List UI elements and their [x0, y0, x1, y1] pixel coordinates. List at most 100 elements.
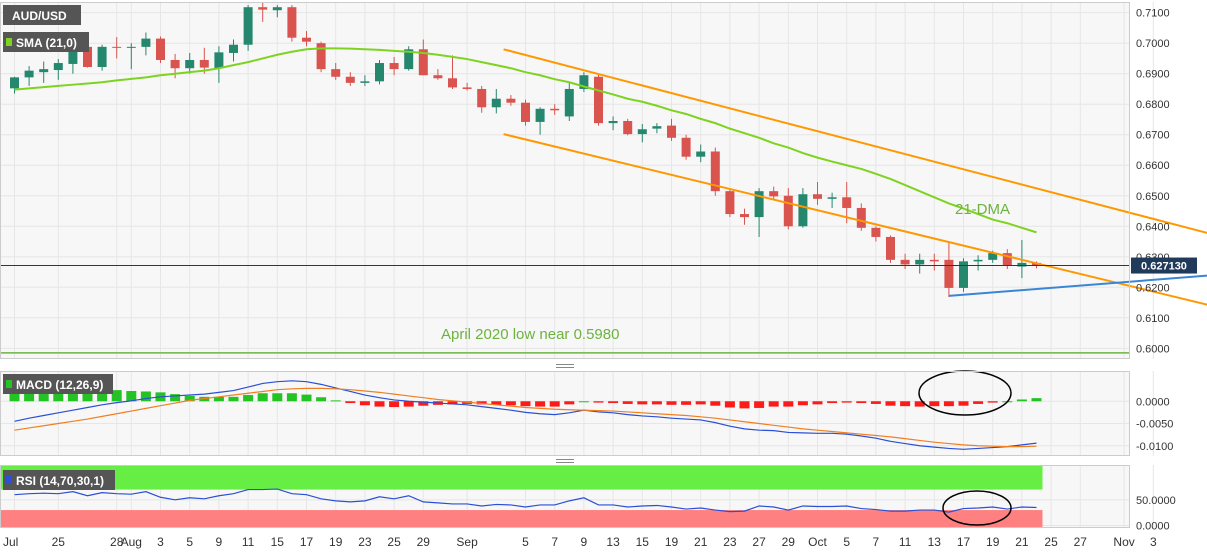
macd-hist-bar	[870, 401, 881, 404]
x-tick-label: 17	[300, 535, 314, 549]
candle-body	[783, 195, 793, 227]
candle-body	[579, 75, 589, 89]
candle	[97, 44, 107, 71]
candle	[112, 37, 122, 59]
macd-hist-bar	[301, 394, 312, 402]
x-tick-label: 9	[581, 535, 588, 549]
macd-hist-bar	[973, 401, 984, 404]
candle-body	[24, 70, 34, 78]
rsi-resize-handle[interactable]	[556, 459, 574, 463]
x-tick-label: 11	[899, 535, 912, 549]
candle	[243, 5, 253, 51]
x-tick-label: 19	[329, 535, 343, 549]
y-tick-label: 0.6000	[1136, 343, 1170, 355]
macd-hist-bar	[243, 395, 254, 402]
x-tick-label: 28	[110, 535, 124, 549]
x-tick-label: 9	[216, 535, 223, 549]
x-tick-label: 13	[606, 535, 620, 549]
candle-body	[959, 261, 968, 288]
macd-hist-bar	[359, 401, 370, 406]
candle	[477, 85, 487, 113]
candle	[710, 147, 720, 196]
candle-body	[623, 121, 633, 135]
candle-body	[988, 253, 998, 260]
macd-hist-bar	[520, 401, 531, 407]
macd-hist-bar	[958, 401, 969, 406]
x-tick-label: 15	[636, 535, 650, 549]
macd-panel-border	[0, 371, 1130, 456]
macd-hist-bar	[929, 401, 940, 407]
y-tick-label: 0.6700	[1136, 130, 1170, 142]
macd-hist-bar	[345, 401, 356, 404]
svg-text:RSI (14,70,30,1): RSI (14,70,30,1)	[16, 474, 104, 488]
candle	[375, 59, 384, 85]
y-tick-label: 0.0000	[1136, 520, 1170, 532]
candle-body	[769, 191, 779, 197]
macd-hist-bar	[666, 401, 677, 405]
macd-hist-bar	[885, 401, 896, 406]
candle	[345, 72, 355, 86]
candle-body	[112, 46, 122, 48]
rsi-y-axis: 50.0000 0.0000	[1136, 495, 1176, 533]
x-tick-label: 27	[752, 535, 766, 549]
macd-hist-bar	[286, 393, 297, 402]
candle	[258, 2, 268, 22]
candle-body	[258, 7, 268, 10]
macd-hist-bar	[374, 401, 385, 407]
candle	[462, 82, 472, 91]
candle-body	[608, 121, 618, 124]
april-low-annotation: April 2020 low near 0.5980	[441, 326, 619, 343]
macd-hist-bar	[622, 401, 633, 404]
macd-resize-handle[interactable]	[556, 364, 574, 368]
candle-body	[345, 76, 355, 83]
macd-hist-bar	[564, 401, 575, 405]
macd-hist-bar	[724, 401, 735, 408]
rsi-line	[14, 488, 1037, 513]
candle	[667, 118, 676, 141]
macd-hist-bar	[67, 390, 78, 402]
candle-body	[462, 87, 472, 89]
macd-hist-bar	[695, 401, 706, 405]
candle-body	[1002, 253, 1012, 266]
macd-hist-bar	[403, 401, 414, 407]
macd-hist-bar	[272, 393, 283, 402]
candle	[681, 134, 691, 160]
macd-hist-bar	[447, 401, 458, 405]
candle-body	[331, 69, 341, 77]
candle-body	[316, 43, 326, 70]
candle	[535, 107, 545, 135]
candle-body	[696, 151, 706, 157]
x-tick-label: 21	[1015, 535, 1029, 549]
price-y-axis: 0.7100 0.7000 0.6900 0.6800 0.6700 0.6600 0.65…	[1136, 8, 1170, 356]
macd-hist-bar	[608, 401, 619, 404]
y-tick-label: -0.0100	[1136, 441, 1173, 453]
macd-label: MACD (12,26,9)	[3, 374, 113, 394]
candle-body	[754, 191, 764, 218]
macd-hist-bar	[82, 389, 93, 402]
macd-hist-bar	[38, 391, 49, 402]
candle-body	[521, 102, 530, 122]
candle-body	[53, 63, 63, 71]
candle-body	[418, 49, 428, 76]
macd-hist-bar	[681, 401, 692, 405]
candle	[10, 76, 19, 94]
candle-body	[886, 236, 895, 260]
macd-hist-bar	[797, 401, 808, 406]
y-tick-label: 50.0000	[1136, 495, 1176, 507]
x-tick-label: 27	[1074, 535, 1088, 549]
macd-hist-bar	[827, 401, 838, 404]
macd-hist-bar	[841, 401, 852, 403]
candle-body	[856, 207, 866, 228]
candle-body	[156, 38, 165, 60]
rsi-oversold-band	[1, 510, 1043, 528]
candle	[360, 75, 370, 86]
candle-body	[97, 46, 107, 67]
candle-body	[550, 108, 560, 111]
x-tick-label: 25	[387, 535, 401, 549]
macd-hist-bar	[900, 401, 911, 407]
macd-hist-bar	[316, 397, 327, 402]
x-tick-label: 29	[417, 535, 431, 549]
candle-body	[375, 63, 384, 82]
candle	[506, 95, 516, 106]
